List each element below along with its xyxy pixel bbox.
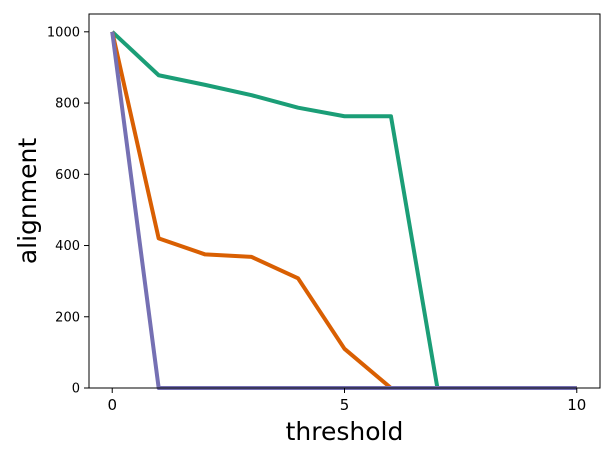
y-tick-label: 400 — [55, 239, 80, 254]
x-tick-label: 10 — [567, 396, 586, 414]
y-axis-label: alignment — [13, 138, 42, 265]
x-axis: 0 5 10 — [107, 388, 586, 414]
series-line-3 — [110, 31, 577, 390]
y-tick-label: 600 — [55, 168, 80, 183]
y-tick-label: 800 — [55, 97, 80, 112]
y-axis: 0 200 400 600 800 1000 — [47, 25, 89, 397]
series-line-1 — [110, 30, 577, 390]
x-axis-label: threshold — [286, 417, 404, 446]
series-line-2 — [110, 31, 577, 390]
y-tick-label: 200 — [55, 310, 80, 325]
y-tick-label: 0 — [72, 382, 80, 397]
y-tick-label: 1000 — [47, 25, 80, 40]
x-tick-label: 5 — [340, 396, 350, 414]
series-layer — [110, 30, 577, 390]
x-tick-label: 0 — [107, 396, 117, 414]
plot-frame — [88, 13, 601, 389]
